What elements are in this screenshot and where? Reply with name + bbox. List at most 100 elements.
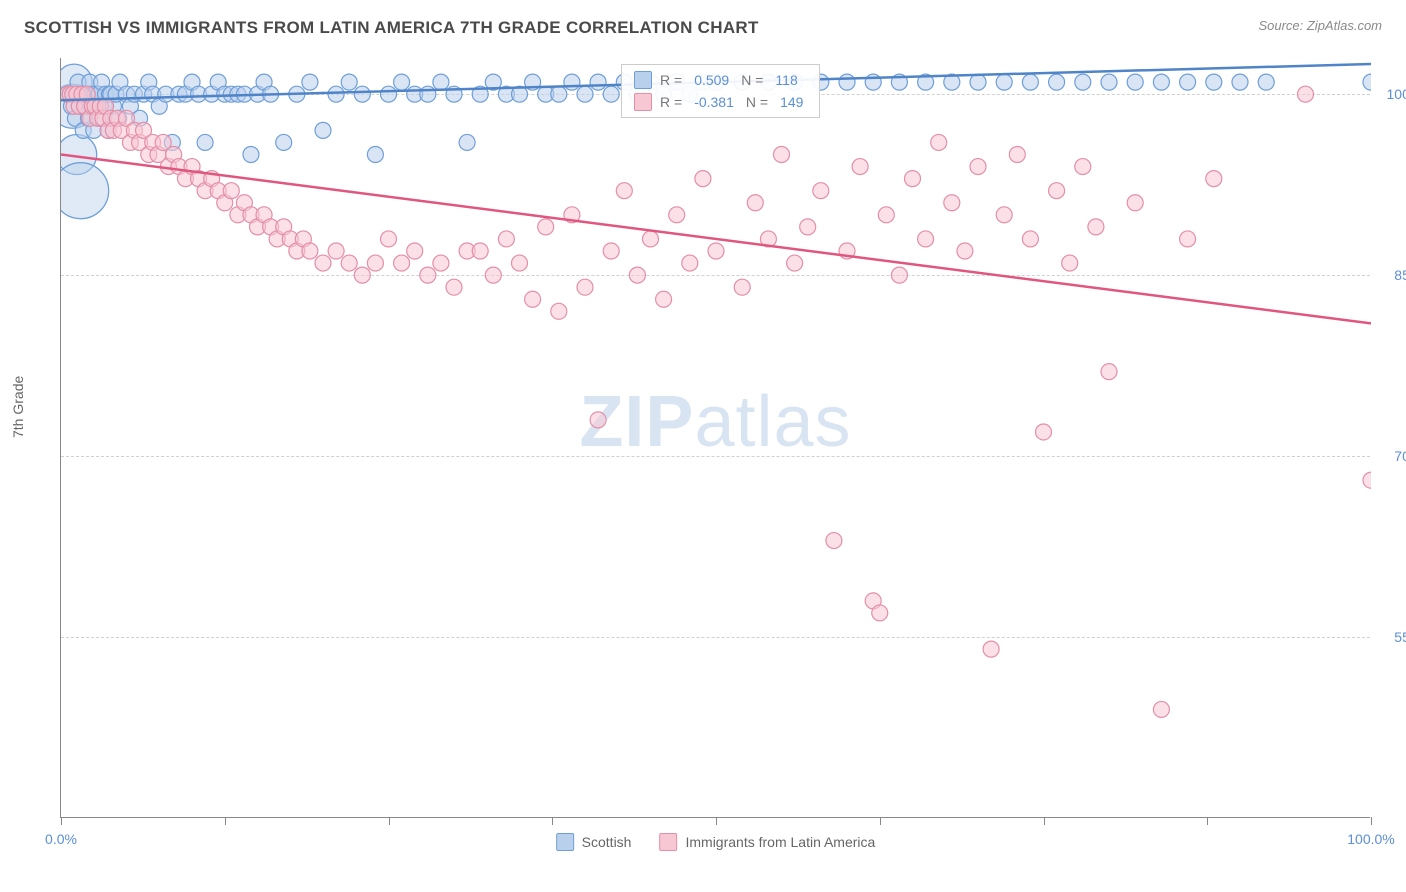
data-point: [1062, 255, 1078, 271]
data-point: [328, 243, 344, 259]
data-point: [243, 147, 259, 163]
data-point: [223, 183, 239, 199]
data-point: [839, 74, 855, 90]
data-point: [643, 231, 659, 247]
data-point: [446, 279, 462, 295]
data-point: [590, 74, 606, 90]
data-point: [800, 219, 816, 235]
data-point: [1180, 231, 1196, 247]
data-point: [708, 243, 724, 259]
data-point: [970, 159, 986, 175]
data-point: [354, 86, 370, 102]
series-label: Scottish: [582, 834, 632, 850]
y-axis-label: 7th Grade: [10, 376, 26, 438]
data-point: [891, 267, 907, 283]
data-point: [996, 74, 1012, 90]
data-point: [787, 255, 803, 271]
x-tick: [61, 817, 62, 825]
data-point: [433, 255, 449, 271]
data-point: [918, 231, 934, 247]
data-point: [629, 267, 645, 283]
data-point: [983, 641, 999, 657]
stat-label: N =: [741, 72, 763, 88]
data-point: [276, 134, 292, 150]
data-point: [1075, 74, 1091, 90]
data-point: [472, 243, 488, 259]
y-tick-label: 55.0%: [1394, 629, 1406, 645]
data-point: [616, 183, 632, 199]
stat-label: R =: [660, 72, 682, 88]
data-point: [734, 279, 750, 295]
chart-source: Source: ZipAtlas.com: [1258, 18, 1382, 33]
data-point: [1022, 231, 1038, 247]
data-point: [394, 74, 410, 90]
data-point: [1127, 74, 1143, 90]
stat-r-value: -0.381: [694, 94, 734, 110]
x-tick: [1044, 817, 1045, 825]
data-point: [564, 74, 580, 90]
data-point: [354, 267, 370, 283]
data-point: [944, 195, 960, 211]
data-point: [1127, 195, 1143, 211]
data-point: [1206, 74, 1222, 90]
data-point: [970, 74, 986, 90]
stat-n-value: 149: [780, 94, 803, 110]
data-point: [315, 122, 331, 138]
data-point: [433, 74, 449, 90]
data-point: [1153, 701, 1169, 717]
x-tick-label: 0.0%: [45, 831, 77, 847]
data-point: [590, 412, 606, 428]
data-point: [459, 134, 475, 150]
x-tick: [225, 817, 226, 825]
data-point: [656, 291, 672, 307]
data-point: [1088, 219, 1104, 235]
data-point: [328, 86, 344, 102]
data-point: [695, 171, 711, 187]
data-point: [1298, 86, 1314, 102]
data-point: [957, 243, 973, 259]
data-point: [603, 243, 619, 259]
data-point: [747, 195, 763, 211]
data-point: [341, 74, 357, 90]
x-tick: [716, 817, 717, 825]
data-point: [1363, 472, 1371, 488]
data-point: [1075, 159, 1091, 175]
data-point: [1009, 147, 1025, 163]
data-point: [394, 255, 410, 271]
data-point: [407, 243, 423, 259]
data-point: [1232, 74, 1248, 90]
x-tick-label: 100.0%: [1347, 831, 1394, 847]
data-point: [197, 134, 213, 150]
data-point: [367, 147, 383, 163]
scatter-chart: ZIPatlas 100.0%85.0%70.0%55.0%0.0%100.0%…: [60, 58, 1370, 818]
data-point: [905, 171, 921, 187]
x-tick: [552, 817, 553, 825]
data-point: [1153, 74, 1169, 90]
data-point: [302, 74, 318, 90]
data-point: [1049, 74, 1065, 90]
series-legend: ScottishImmigrants from Latin America: [556, 833, 876, 851]
stat-r-value: 0.509: [694, 72, 729, 88]
stat-label: N =: [746, 94, 768, 110]
data-point: [577, 86, 593, 102]
data-point: [420, 267, 436, 283]
data-point: [1258, 74, 1274, 90]
data-point: [1363, 74, 1371, 90]
data-point: [774, 147, 790, 163]
data-point: [872, 605, 888, 621]
y-tick-label: 70.0%: [1394, 448, 1406, 464]
data-point: [525, 291, 541, 307]
data-point: [852, 159, 868, 175]
data-point: [341, 255, 357, 271]
stat-label: R =: [660, 94, 682, 110]
chart-header: SCOTTISH VS IMMIGRANTS FROM LATIN AMERIC…: [0, 0, 1406, 46]
stat-n-value: 118: [775, 72, 797, 88]
data-point: [1022, 74, 1038, 90]
data-point: [931, 134, 947, 150]
data-point: [420, 86, 436, 102]
data-point: [1101, 74, 1117, 90]
trend-line: [61, 155, 1371, 324]
data-point: [826, 533, 842, 549]
data-point: [485, 267, 501, 283]
data-point: [996, 207, 1012, 223]
